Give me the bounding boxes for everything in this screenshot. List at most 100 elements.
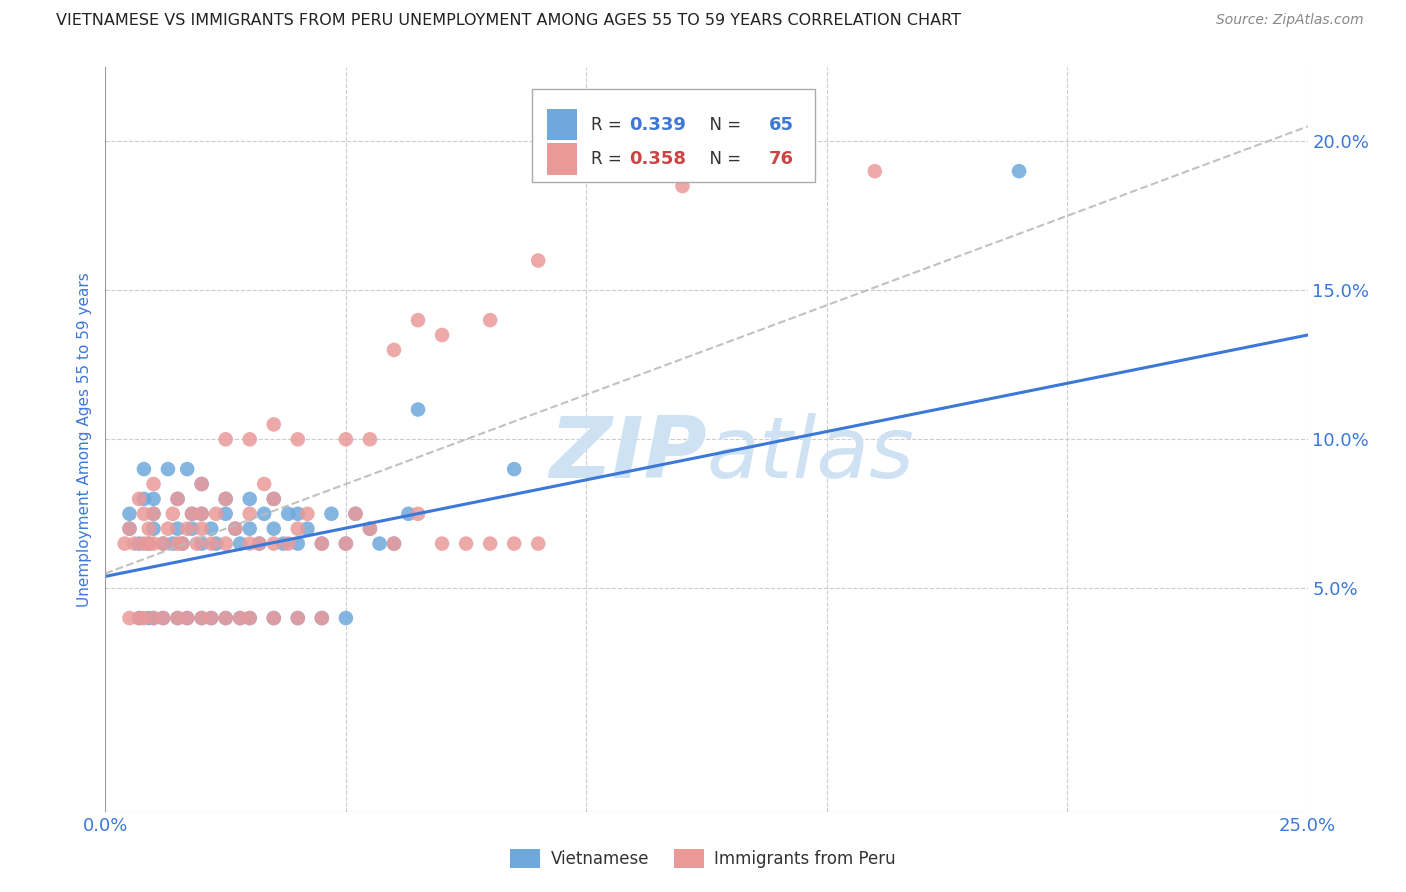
Point bbox=[359, 522, 381, 536]
Point bbox=[263, 611, 285, 625]
Point bbox=[382, 536, 405, 550]
Point bbox=[311, 536, 333, 550]
Point bbox=[406, 507, 429, 521]
Point bbox=[214, 433, 236, 447]
Point bbox=[138, 536, 160, 550]
Point bbox=[454, 536, 477, 550]
Point bbox=[118, 522, 141, 536]
Point bbox=[311, 611, 333, 625]
Point bbox=[132, 491, 155, 506]
Point bbox=[138, 536, 160, 550]
Point bbox=[205, 507, 228, 521]
Bar bbox=[547, 144, 576, 175]
Point bbox=[181, 507, 204, 521]
Point bbox=[142, 611, 165, 625]
Point bbox=[287, 611, 309, 625]
Point bbox=[406, 313, 429, 327]
Point bbox=[162, 536, 184, 550]
Point bbox=[359, 433, 381, 447]
Point bbox=[172, 536, 194, 550]
Point bbox=[671, 179, 693, 194]
Point bbox=[224, 522, 246, 536]
Text: R =: R = bbox=[591, 150, 627, 168]
Point bbox=[181, 507, 204, 521]
Point bbox=[166, 611, 188, 625]
Point bbox=[406, 402, 429, 417]
Point bbox=[142, 477, 165, 491]
Point bbox=[132, 536, 155, 550]
Point bbox=[190, 611, 212, 625]
Point bbox=[229, 536, 252, 550]
Point bbox=[142, 536, 165, 550]
Point bbox=[359, 522, 381, 536]
Point bbox=[142, 522, 165, 536]
Point bbox=[118, 611, 141, 625]
Point bbox=[479, 536, 502, 550]
Point bbox=[205, 536, 228, 550]
Point bbox=[247, 536, 270, 550]
Point bbox=[128, 536, 150, 550]
Text: ZIP: ZIP bbox=[548, 413, 707, 496]
Point bbox=[200, 611, 222, 625]
Point bbox=[166, 611, 188, 625]
Point bbox=[527, 253, 550, 268]
Point bbox=[263, 522, 285, 536]
Point bbox=[142, 491, 165, 506]
Text: N =: N = bbox=[699, 116, 747, 134]
Text: 0.339: 0.339 bbox=[630, 116, 686, 134]
Point bbox=[214, 491, 236, 506]
Point bbox=[287, 611, 309, 625]
Point bbox=[190, 477, 212, 491]
Point bbox=[132, 462, 155, 476]
Point bbox=[229, 611, 252, 625]
Point bbox=[277, 536, 299, 550]
Point bbox=[287, 522, 309, 536]
Point bbox=[172, 536, 194, 550]
Point bbox=[239, 611, 262, 625]
Point bbox=[214, 507, 236, 521]
Point bbox=[297, 522, 319, 536]
Point bbox=[263, 611, 285, 625]
Point bbox=[156, 522, 179, 536]
Point bbox=[263, 491, 285, 506]
Point bbox=[247, 536, 270, 550]
Point bbox=[382, 536, 405, 550]
Point bbox=[311, 611, 333, 625]
Point bbox=[503, 462, 526, 476]
Point bbox=[152, 536, 174, 550]
Point bbox=[142, 507, 165, 521]
Point bbox=[430, 536, 453, 550]
Point bbox=[166, 491, 188, 506]
Point bbox=[176, 611, 198, 625]
Point bbox=[335, 433, 357, 447]
Point bbox=[287, 507, 309, 521]
Point bbox=[152, 611, 174, 625]
Point bbox=[114, 536, 136, 550]
Point bbox=[152, 611, 174, 625]
Point bbox=[214, 611, 236, 625]
Point bbox=[239, 522, 262, 536]
Point bbox=[263, 536, 285, 550]
Point bbox=[166, 522, 188, 536]
Point bbox=[156, 462, 179, 476]
Point bbox=[190, 536, 212, 550]
Point bbox=[162, 507, 184, 521]
Point bbox=[863, 164, 886, 178]
Point bbox=[229, 611, 252, 625]
Point bbox=[503, 536, 526, 550]
Text: 65: 65 bbox=[769, 116, 794, 134]
Point bbox=[297, 507, 319, 521]
Point bbox=[190, 611, 212, 625]
Point bbox=[152, 536, 174, 550]
Point bbox=[368, 536, 391, 550]
Point bbox=[200, 536, 222, 550]
Point bbox=[253, 477, 276, 491]
Point bbox=[396, 507, 419, 521]
Point bbox=[335, 536, 357, 550]
Point bbox=[118, 507, 141, 521]
Point bbox=[166, 536, 188, 550]
Point bbox=[176, 611, 198, 625]
Point bbox=[239, 536, 262, 550]
Point bbox=[527, 536, 550, 550]
Point bbox=[1008, 164, 1031, 178]
